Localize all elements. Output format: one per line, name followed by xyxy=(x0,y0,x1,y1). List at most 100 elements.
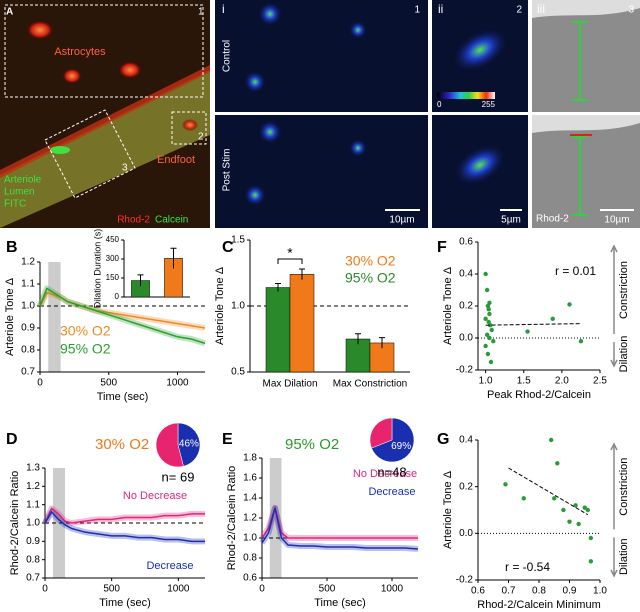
panel-label: F xyxy=(437,239,447,256)
y-axis-label: Rhod-2/Calcein Ratio xyxy=(226,466,238,571)
error-bar xyxy=(170,247,177,269)
y-tick-label: 0.5 xyxy=(231,367,245,378)
y-axis-label: Dilation Duration (s) xyxy=(92,229,102,309)
y-tick-label: 1.0 xyxy=(26,518,40,529)
y-tick-label: 0.9 xyxy=(21,323,35,334)
y-tick-label: 0.4 xyxy=(459,435,473,446)
x-tick-label: 2.0 xyxy=(555,376,569,387)
diameter-marker xyxy=(572,136,588,216)
scale-label: 5µm xyxy=(501,215,521,226)
cell xyxy=(62,68,82,84)
y-tick-label: 1.3 xyxy=(26,463,40,474)
y-tick-label: 0.8 xyxy=(26,554,40,565)
point xyxy=(555,461,560,466)
pie-label: 46% xyxy=(179,438,199,449)
fit-line xyxy=(485,323,581,326)
cell xyxy=(349,21,367,39)
x-tick-label: Max Dilation xyxy=(262,379,317,390)
x-axis-label: Time (sec) xyxy=(97,391,149,403)
x-tick-label: 0.9 xyxy=(563,586,577,597)
error-bar xyxy=(379,337,385,349)
point xyxy=(578,339,584,344)
point xyxy=(488,359,494,365)
x-axis-label: Time (sec) xyxy=(314,597,366,609)
legend-label: 95% O2 xyxy=(345,270,396,286)
side-label: Constriction xyxy=(618,261,630,319)
x-tick-label: 0.6 xyxy=(471,586,485,597)
series-line xyxy=(39,287,206,345)
point xyxy=(483,343,488,349)
series-line xyxy=(44,507,205,524)
arrow xyxy=(610,244,618,368)
y-tick-label: 0.2 xyxy=(459,301,473,312)
y-tick-label: 150 xyxy=(106,273,120,282)
lumen-label: Lumen xyxy=(4,187,35,198)
x-tick-label: 1.5 xyxy=(517,376,531,387)
point xyxy=(561,507,566,513)
y-tick-label: 0.7 xyxy=(26,573,40,584)
panel-label: A xyxy=(6,7,13,18)
significance-bracket xyxy=(277,258,303,265)
point xyxy=(483,316,488,321)
scale-label: 10µm xyxy=(604,215,629,226)
y-tick-label: 0.8 xyxy=(243,553,257,564)
point xyxy=(576,521,581,527)
point xyxy=(491,339,496,344)
pie-slice xyxy=(371,417,415,463)
stain-label: Calcein xyxy=(155,215,188,226)
panel-label: ii xyxy=(438,2,443,16)
panel-label: D xyxy=(6,431,18,448)
cell xyxy=(244,71,266,93)
stimulus-shade xyxy=(48,262,61,372)
inset-box xyxy=(44,109,136,199)
y-tick-label: 1.4 xyxy=(243,493,257,504)
point xyxy=(485,351,491,357)
error-bar xyxy=(137,274,144,287)
y-tick-label: 1.8 xyxy=(243,453,257,464)
y-tick-label: 0.6 xyxy=(243,573,257,584)
micrograph-iii xyxy=(532,115,640,228)
chart-title: 95% O2 xyxy=(285,436,339,453)
fit-line xyxy=(508,467,589,516)
lumen-label: FITC xyxy=(4,199,26,210)
x-tick-label: 1000 xyxy=(167,584,190,595)
pie-slice xyxy=(369,417,393,449)
y-tick-label: 1.0 xyxy=(21,301,35,312)
panel-label: E xyxy=(222,431,233,448)
panel-label: C xyxy=(222,239,234,256)
box-number: 2 xyxy=(198,132,204,143)
point xyxy=(487,311,492,317)
annotation: r = -0.54 xyxy=(505,560,550,574)
colorbar-min: 0 xyxy=(437,100,442,109)
annotation: r = 0.01 xyxy=(555,264,596,278)
stimulus-shade xyxy=(269,458,282,578)
cell xyxy=(258,2,282,26)
y-tick-label: 1.2 xyxy=(21,257,35,268)
x-tick-label: 500 xyxy=(100,378,117,389)
y-tick-label: 1.6 xyxy=(243,473,257,484)
vessel-wall xyxy=(532,0,640,18)
point xyxy=(567,302,572,307)
y-tick-label: 1.0 xyxy=(243,533,257,544)
y-tick-label: 1.1 xyxy=(26,499,40,510)
point xyxy=(588,535,594,541)
y-tick-label: 0.4 xyxy=(459,269,473,280)
point xyxy=(573,503,578,508)
row-label: Control xyxy=(222,40,233,72)
colorbar xyxy=(437,92,495,99)
legend-label: Decrease xyxy=(146,560,193,572)
series-line xyxy=(261,507,419,550)
cell xyxy=(258,120,282,144)
x-tick-label: 1.0 xyxy=(593,586,607,597)
legend-label: No Decrease xyxy=(353,468,417,480)
stain-label: Rhod-2 xyxy=(117,215,150,226)
point xyxy=(567,519,572,524)
series-line xyxy=(44,510,205,543)
point xyxy=(487,335,492,341)
x-tick-label: 2.5 xyxy=(593,376,607,387)
legend-label: 30% O2 xyxy=(345,253,396,269)
cell xyxy=(26,20,54,40)
y-tick-label: -0.2 xyxy=(456,365,474,376)
y-tick-label: 0.0 xyxy=(459,333,473,344)
